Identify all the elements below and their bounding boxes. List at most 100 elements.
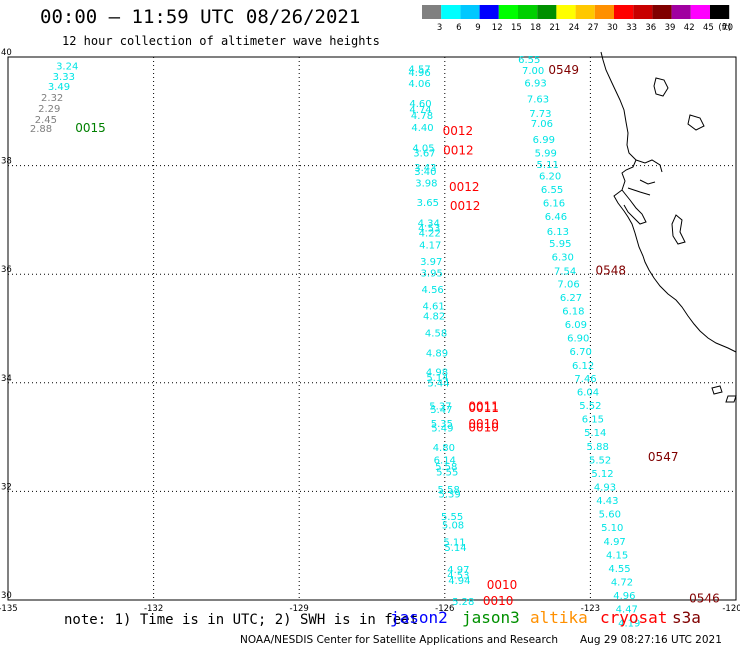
wave-height-label: 6.55	[518, 55, 540, 66]
wave-height-label: 5.44	[427, 378, 449, 389]
satellite-legend-altika: altika	[530, 608, 588, 627]
wave-height-label: 4.78	[411, 111, 433, 122]
colorbar-swatch	[614, 5, 634, 19]
wave-height-label: 5.95	[549, 239, 571, 250]
wave-height-label: 6.93	[524, 79, 546, 90]
colorbar-swatch	[652, 5, 672, 19]
wave-height-label: 7.00	[522, 66, 544, 77]
longitude-tick-label: -132	[144, 604, 163, 614]
wave-height-label: 3.65	[417, 198, 439, 209]
pass-time-label: 0011	[468, 401, 499, 415]
wave-height-label: 7.06	[557, 279, 579, 290]
wave-height-label: 6.55	[541, 185, 563, 196]
lake-outline	[671, 214, 686, 245]
wave-height-label: 6.04	[577, 387, 599, 398]
page-subtitle: 12 hour collection of altimeter wave hei…	[62, 34, 380, 48]
colorbar-tick-label: 30	[607, 23, 618, 33]
page-title: 00:00 – 11:59 UTC 08/26/2021	[40, 6, 361, 28]
map-frame	[7, 56, 737, 601]
wave-height-label: 5.88	[587, 442, 609, 453]
wave-height-label: 6.14	[434, 455, 456, 466]
wave-height-label: 5.55	[436, 467, 458, 478]
wave-height-label: 5.14	[444, 543, 466, 554]
wave-height-label: 5.10	[601, 523, 623, 534]
longitude-tick-label: -120	[722, 604, 740, 614]
wave-height-label: 5.35	[431, 419, 453, 430]
wave-height-label: 6.30	[552, 252, 574, 263]
sf-bay	[621, 189, 647, 225]
wave-height-label: 5.47	[430, 405, 452, 416]
wave-height-label: 7.06	[531, 119, 553, 130]
pass-time-label: 0010	[483, 594, 514, 608]
wave-height-label: 4.06	[408, 79, 430, 90]
colorbar-unit-label: (ft)	[718, 23, 731, 33]
wave-height-label: 5.14	[584, 428, 606, 439]
satellite-legend-cryosat: cryosat	[600, 608, 668, 627]
wave-height-label: 5.11	[443, 537, 465, 548]
colorbar-swatch	[633, 5, 653, 19]
colorbar-tick-label: 15	[511, 23, 522, 33]
colorbar-swatch	[671, 5, 691, 19]
humboldt-coast	[653, 77, 705, 131]
wave-height-label: 5.52	[589, 455, 611, 466]
pass-time-label: 0010	[468, 420, 499, 434]
wave-height-label: 4.97	[447, 565, 469, 576]
wave-height-label: 6.12	[572, 361, 594, 372]
wave-height-label: 5.37	[429, 402, 451, 413]
longitude-tick-label: -135	[0, 604, 18, 614]
satellite-legend-jason2: jason2	[390, 608, 448, 627]
colorbar-swatch	[556, 5, 576, 19]
map-grid: -135 -132 -129 -126 -123 -120 30 32 34 36 38 40	[0, 48, 740, 614]
wave-height-label: 5.12	[591, 469, 613, 480]
wave-height-label: 4.57	[408, 64, 430, 75]
colorbar-tick-label: 24	[569, 23, 580, 33]
latitude-tick-label: 38	[1, 157, 12, 167]
longitude-tick-label: -126	[435, 604, 454, 614]
wave-height-label: 2.32	[41, 93, 63, 104]
wave-height-label: 4.34	[418, 219, 440, 230]
colorbar-tick-label: 18	[530, 23, 541, 33]
longitude-tick-label: -129	[290, 604, 309, 614]
timestamp: Aug 29 08:27:16 UTC 2021	[580, 634, 722, 646]
wave-height-label: 4.22	[419, 228, 441, 239]
pass-time-label: 0010	[487, 578, 518, 592]
wave-height-label: 4.53	[447, 570, 469, 581]
wave-height-label: 6.09	[565, 320, 587, 331]
time-labels: 0015054900120012001200120548001100110010…	[75, 63, 719, 608]
pass-time-label: 0547	[648, 450, 679, 464]
wave-height-label: 3.97	[420, 257, 442, 268]
bay-inlet	[627, 159, 663, 196]
wave-height-label: 6.46	[545, 212, 567, 223]
colorbar-swatch	[575, 5, 595, 19]
colorbar-swatch	[690, 5, 710, 19]
colorbar-swatch	[441, 5, 461, 19]
pass-time-label: 0010	[468, 417, 499, 431]
colorbar-tick-label: 6	[456, 23, 461, 33]
wave-height-label: 3.95	[421, 269, 443, 280]
wave-height-label: 3.24	[56, 62, 78, 73]
wave-height-label: 5.28	[452, 597, 474, 608]
wave-height-label: 4.47	[616, 605, 638, 616]
wave-height-label: 4.05	[412, 144, 434, 155]
colorbar-tick-label: 27	[588, 23, 599, 33]
coastline	[600, 51, 737, 403]
wave-height-label: 4.96	[408, 68, 430, 79]
wave-height-label: 4.97	[604, 537, 626, 548]
wave-height-label: 7.63	[527, 94, 549, 105]
wave-height-label: 4.40	[411, 123, 433, 134]
wave-height-label: 7.54	[554, 266, 576, 277]
wave-height-label: 4.80	[433, 443, 455, 454]
wave-height-label: 3.40	[414, 167, 436, 178]
wave-height-label: 3.67	[413, 149, 435, 160]
colorbar-swatch	[422, 5, 442, 19]
wave-height-label: 4.98	[426, 367, 448, 378]
wave-height-label: 4.96	[613, 591, 635, 602]
wave-height-label: 3.43	[414, 163, 436, 174]
wave-height-label: 6.13	[547, 227, 569, 238]
credit-line: NOAA/NESDIS Center for Satellite Applica…	[240, 634, 558, 646]
colorbar-tick-label: 9	[475, 23, 480, 33]
wave-height-label: 4.74	[409, 105, 431, 116]
wave-height-label: 2.45	[35, 115, 57, 126]
colorbar-swatch	[498, 5, 518, 19]
colorbar-tick-label: 45	[703, 23, 714, 33]
